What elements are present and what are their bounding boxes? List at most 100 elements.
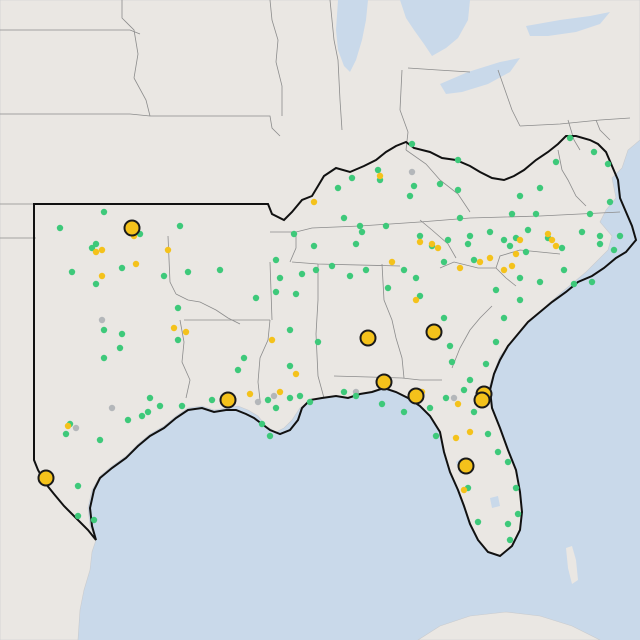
green-location-marker[interactable] [358,228,366,236]
green-location-marker[interactable] [92,280,100,288]
green-location-marker[interactable] [310,242,318,250]
green-location-marker[interactable] [506,536,514,544]
green-location-marker[interactable] [558,244,566,252]
green-location-marker[interactable] [448,358,456,366]
green-location-marker[interactable] [356,222,364,230]
yellow-location-marker[interactable] [416,238,424,246]
green-location-marker[interactable] [610,246,618,254]
green-location-marker[interactable] [272,404,280,412]
green-location-marker[interactable] [328,262,336,270]
green-location-marker[interactable] [486,228,494,236]
green-location-marker[interactable] [160,272,168,280]
yellow-location-marker[interactable] [170,324,178,332]
green-location-marker[interactable] [566,134,574,142]
large-yellow-location-marker[interactable] [425,323,443,341]
yellow-location-marker[interactable] [412,296,420,304]
green-location-marker[interactable] [92,240,100,248]
green-location-marker[interactable] [264,396,272,404]
green-location-marker[interactable] [470,408,478,416]
yellow-location-marker[interactable] [512,250,520,258]
yellow-location-marker[interactable] [544,230,552,238]
yellow-location-marker[interactable] [98,246,106,254]
green-location-marker[interactable] [174,336,182,344]
green-location-marker[interactable] [306,398,314,406]
green-location-marker[interactable] [400,408,408,416]
yellow-location-marker[interactable] [500,266,508,274]
large-yellow-location-marker[interactable] [123,219,141,237]
yellow-location-marker[interactable] [132,260,140,268]
green-location-marker[interactable] [146,394,154,402]
yellow-location-marker[interactable] [388,258,396,266]
green-location-marker[interactable] [570,280,578,288]
yellow-location-marker[interactable] [246,390,254,398]
green-location-marker[interactable] [596,240,604,248]
green-location-marker[interactable] [240,354,248,362]
green-location-marker[interactable] [454,186,462,194]
green-location-marker[interactable] [408,140,416,148]
green-location-marker[interactable] [508,210,516,218]
green-location-marker[interactable] [416,232,424,240]
green-location-marker[interactable] [378,400,386,408]
green-location-marker[interactable] [586,210,594,218]
green-location-marker[interactable] [524,226,532,234]
gray-location-marker[interactable] [254,398,262,406]
green-location-marker[interactable] [156,402,164,410]
green-location-marker[interactable] [560,266,568,274]
green-location-marker[interactable] [514,510,522,518]
green-location-marker[interactable] [352,240,360,248]
green-location-marker[interactable] [178,402,186,410]
green-location-marker[interactable] [176,222,184,230]
yellow-location-marker[interactable] [376,172,384,180]
green-location-marker[interactable] [62,430,70,438]
green-location-marker[interactable] [416,292,424,300]
yellow-location-marker[interactable] [460,486,468,494]
yellow-location-marker[interactable] [164,246,172,254]
green-location-marker[interactable] [234,366,242,374]
green-location-marker[interactable] [100,354,108,362]
green-location-marker[interactable] [292,290,300,298]
green-location-marker[interactable] [252,294,260,302]
green-location-marker[interactable] [460,386,468,394]
green-location-marker[interactable] [346,272,354,280]
green-location-marker[interactable] [440,258,448,266]
green-location-marker[interactable] [124,416,132,424]
gray-location-marker[interactable] [270,392,278,400]
green-location-marker[interactable] [474,518,482,526]
yellow-location-marker[interactable] [548,236,556,244]
green-location-marker[interactable] [216,266,224,274]
yellow-location-marker[interactable] [452,434,460,442]
green-location-marker[interactable] [552,158,560,166]
green-location-marker[interactable] [298,270,306,278]
green-location-marker[interactable] [314,338,322,346]
large-yellow-location-marker[interactable] [37,469,55,487]
green-location-marker[interactable] [144,408,152,416]
large-yellow-location-marker[interactable] [457,457,475,475]
green-location-marker[interactable] [410,182,418,190]
green-location-marker[interactable] [296,392,304,400]
yellow-location-marker[interactable] [516,236,524,244]
yellow-location-marker[interactable] [456,264,464,272]
green-location-marker[interactable] [68,268,76,276]
green-location-marker[interactable] [384,284,392,292]
green-location-marker[interactable] [454,156,462,164]
green-location-marker[interactable] [272,256,280,264]
green-location-marker[interactable] [436,180,444,188]
green-location-marker[interactable] [516,296,524,304]
green-location-marker[interactable] [446,342,454,350]
green-location-marker[interactable] [464,240,472,248]
green-location-marker[interactable] [74,512,82,520]
large-yellow-location-marker[interactable] [407,387,425,405]
green-location-marker[interactable] [118,330,126,338]
yellow-location-marker[interactable] [268,336,276,344]
yellow-location-marker[interactable] [276,388,284,396]
green-location-marker[interactable] [604,160,612,168]
green-location-marker[interactable] [426,404,434,412]
green-location-marker[interactable] [312,266,320,274]
green-location-marker[interactable] [512,484,520,492]
yellow-location-marker[interactable] [64,422,72,430]
yellow-location-marker[interactable] [486,254,494,262]
green-location-marker[interactable] [590,148,598,156]
green-location-marker[interactable] [266,432,274,440]
large-yellow-location-marker[interactable] [375,373,393,391]
